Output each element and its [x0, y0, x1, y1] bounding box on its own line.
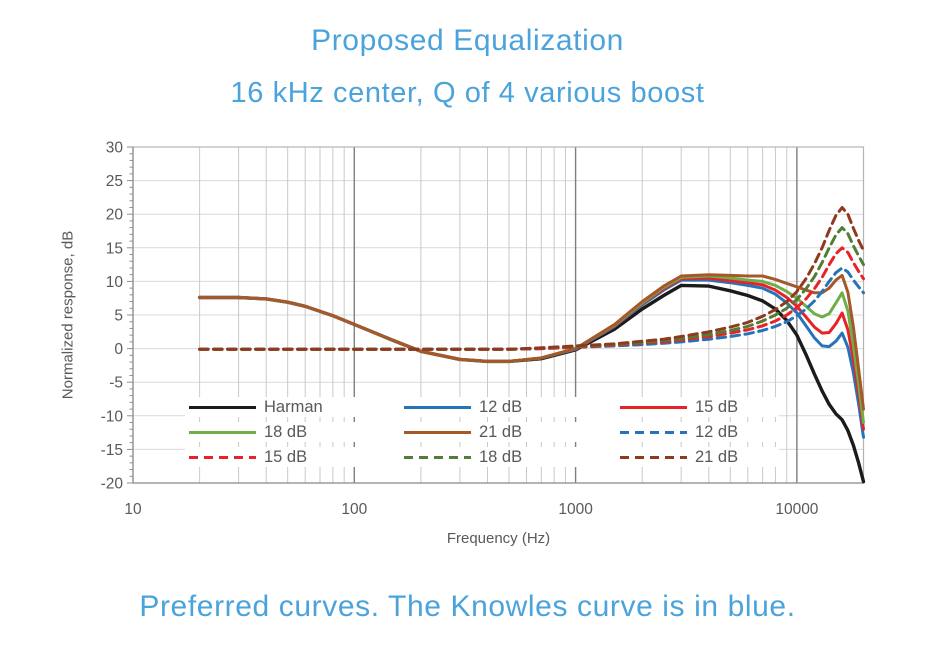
x-tick-label: 10000	[775, 501, 818, 518]
y-tick-label: -10	[101, 408, 124, 425]
x-tick-label: 10	[124, 501, 142, 518]
legend-label: 18 dB	[479, 448, 523, 466]
legend-label: 21 dB	[479, 423, 523, 441]
legend-item: 18 dB	[189, 422, 307, 442]
legend-row: 15 dB 18 dB 21 dB	[185, 447, 779, 467]
legend-label: 21 dB	[695, 448, 739, 466]
legend-label: 12 dB	[695, 423, 739, 441]
legend-line-solid	[189, 405, 256, 409]
y-tick-label: 30	[106, 140, 124, 157]
legend-line-dashed	[620, 430, 687, 434]
legend-line-solid	[189, 430, 256, 434]
legend-label: 15 dB	[695, 398, 739, 416]
legend-item: 15 dB	[189, 447, 307, 467]
curve-dashed-21-db	[198, 206, 865, 351]
legend-line-dashed	[189, 455, 256, 459]
chart-subtitle: 16 kHz center, Q of 4 various boost	[230, 77, 705, 109]
legend-label: 18 dB	[264, 423, 308, 441]
y-tick-label: 10	[106, 274, 124, 291]
curve-dashed-12-db	[198, 266, 865, 351]
y-tick-label: -20	[101, 476, 124, 493]
legend-item: Harman	[189, 397, 323, 417]
x-tick-label: 100	[341, 501, 367, 518]
legend-line-solid	[404, 405, 471, 409]
caption: Preferred curves. The Knowles curve is i…	[139, 590, 796, 623]
x-tick-label: 1000	[558, 501, 593, 518]
y-tick-label: 5	[114, 308, 123, 325]
y-tick-label: -15	[101, 442, 123, 459]
legend-row: Harman 12 dB 15 dB	[185, 397, 779, 417]
legend-label: 12 dB	[479, 398, 523, 416]
legend-item: 12 dB	[620, 422, 738, 442]
legend-item: 15 dB	[620, 397, 738, 417]
y-tick-label: -5	[109, 375, 123, 392]
legend-row: 18 dB 21 dB 12 dB	[185, 422, 779, 442]
y-tick-label: 25	[106, 173, 123, 190]
legend-label: 15 dB	[264, 448, 308, 466]
y-axis-title: Normalized response, dB	[59, 230, 77, 400]
y-tick-label: 15	[106, 240, 123, 257]
legend-line-dashed	[620, 455, 687, 459]
chart-title: Proposed Equalization	[311, 24, 624, 57]
legend-line-solid	[404, 430, 471, 434]
x-axis-title: Frequency (Hz)	[446, 530, 551, 547]
legend-item: 18 dB	[404, 447, 522, 467]
legend-line-dashed	[404, 455, 471, 459]
y-tick-label: 20	[106, 207, 124, 224]
y-tick-label: 0	[114, 341, 123, 358]
legend-item: 21 dB	[404, 422, 522, 442]
legend-item: 12 dB	[404, 397, 522, 417]
curve-solid-21-db	[198, 273, 865, 411]
legend-item: 21 dB	[620, 447, 738, 467]
curve-dashed-15-db	[198, 246, 865, 351]
legend-label: Harman	[264, 398, 323, 416]
legend-line-solid	[620, 405, 687, 409]
